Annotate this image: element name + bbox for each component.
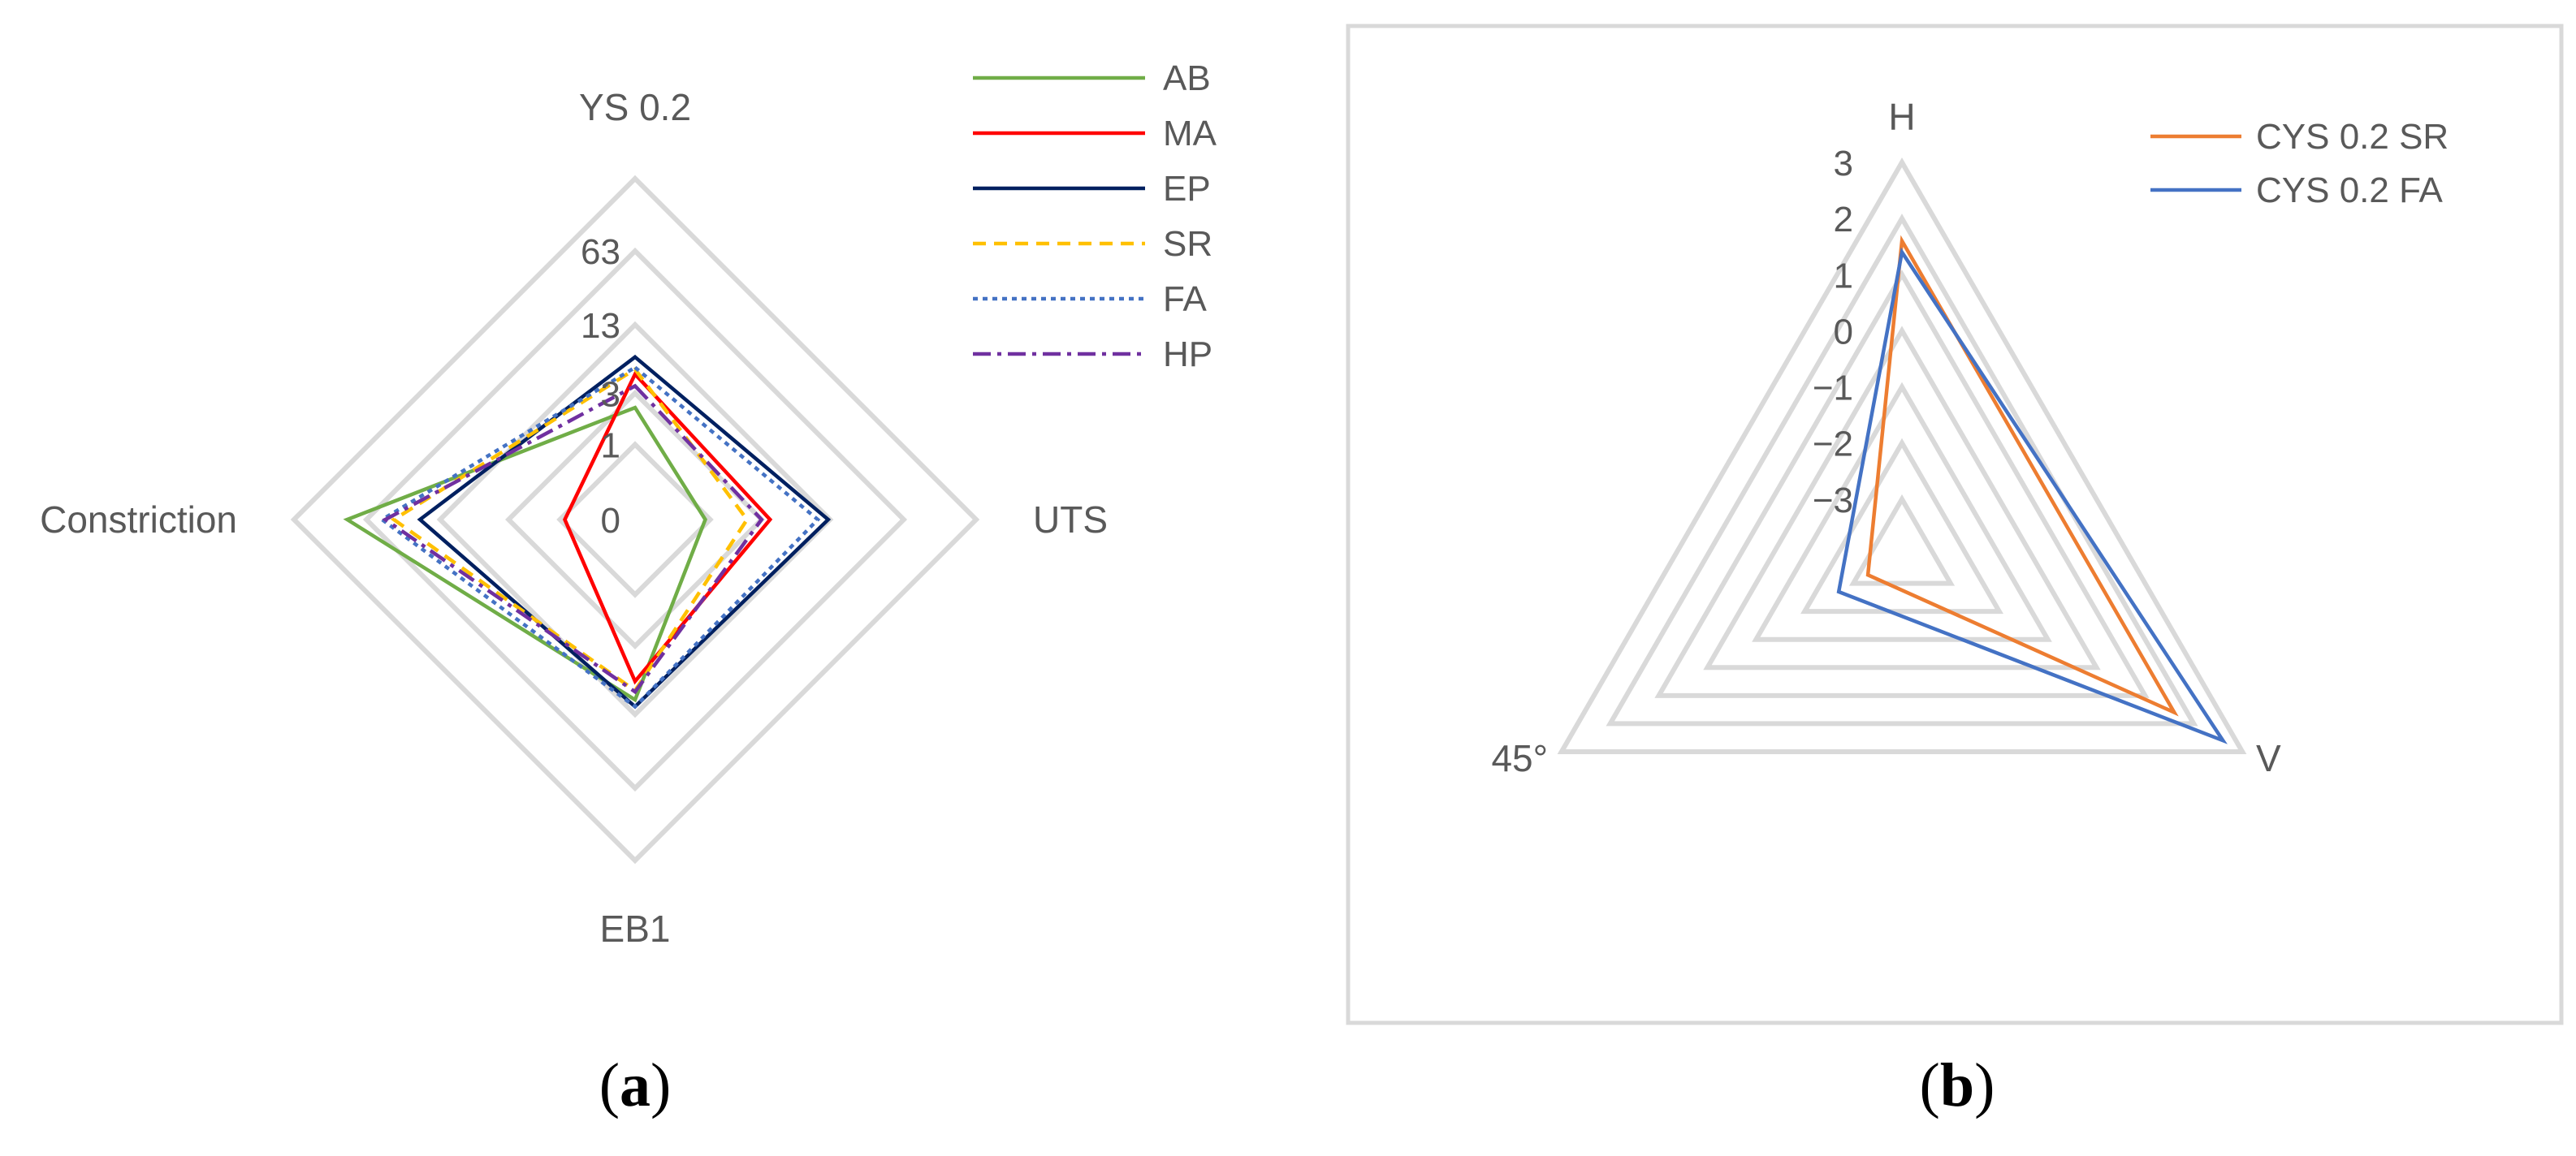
chart-a-tick-label: 13 xyxy=(581,306,620,346)
series-cys-0-2-fa xyxy=(1836,247,2228,744)
chart-b-gridline xyxy=(1606,214,2198,727)
chart-a-gridline-5 xyxy=(290,175,980,865)
series-cys-0-2-sr xyxy=(1865,235,2179,717)
series-ma xyxy=(563,370,773,685)
chart-a-gridline-1 xyxy=(556,441,714,598)
chart-a-axis-label: EB1 xyxy=(600,908,671,950)
series-fa xyxy=(378,364,821,710)
series-ab xyxy=(343,405,708,703)
legend-label-ma: MA xyxy=(1163,114,1217,153)
chart-a-tick-label: 3 xyxy=(601,374,620,414)
chart-a-gridline-4 xyxy=(362,247,908,792)
legend-label-fa: FA xyxy=(1163,279,1207,319)
chart-a-tick-label: 63 xyxy=(581,232,620,272)
chart-a-grid xyxy=(290,175,980,865)
chart-a-axis-label: YS 0.2 xyxy=(579,86,691,128)
chart-a-axis-labels: YS 0.2 UTS EB1 Constriction xyxy=(40,86,1108,950)
legend-label-cys-0-2-fa: CYS 0.2 FA xyxy=(2256,170,2444,210)
chart-b-series xyxy=(1836,235,2228,744)
chart-b-gridline xyxy=(1848,494,1956,586)
chart-b-tick-label: −1 xyxy=(1813,369,1853,408)
chart-b-gridline xyxy=(1752,382,2052,642)
chart-b-axis-labels: H V 45° xyxy=(1491,96,2281,779)
chart-a-gridline-2 xyxy=(505,390,765,649)
chart-a-series xyxy=(343,354,832,710)
chart-b-gridline xyxy=(1654,270,2150,698)
legend-label-cys-0-2-sr: CYS 0.2 SR xyxy=(2256,117,2448,157)
chart-b-gridline xyxy=(1557,157,2247,754)
chart-b-tick-label: 1 xyxy=(1834,256,1853,295)
chart-a-tick-label: 0 xyxy=(601,501,620,541)
legend-label-sr: SR xyxy=(1163,224,1212,264)
legend-label-hp: HP xyxy=(1163,334,1212,374)
chart-b-tick-label: 0 xyxy=(1834,312,1853,352)
chart-a-axis-label: Constriction xyxy=(40,498,237,541)
chart-b-tick-label: 2 xyxy=(1834,200,1853,239)
chart-b-tick-label: 3 xyxy=(1834,144,1853,183)
chart-b-tick-label: −3 xyxy=(1813,481,1853,520)
legend-label-ep: EP xyxy=(1163,169,1211,209)
chart-a-tick-label: 1 xyxy=(601,425,620,465)
chart-b-gridline xyxy=(1800,438,2003,615)
legend-label-ab: AB xyxy=(1163,58,1211,98)
chart-b-frame xyxy=(1346,24,2564,1025)
series-hp xyxy=(382,383,764,695)
chart-b-tick-labels: 3 2 1 0 −1 −2 −3 xyxy=(1813,144,1853,520)
radar-chart-b: 3 2 1 0 −1 −2 −3 H V 45° CYS 0.2 SR CYS 0.2 FA xyxy=(1346,24,2564,1025)
chart-b-axis-label: V xyxy=(2256,737,2281,779)
chart-a-legend: AB MA EP SR FA HP xyxy=(973,58,1217,374)
panel-b-label: (b) xyxy=(1920,1051,1995,1119)
chart-a-axis-label: UTS xyxy=(1033,498,1108,541)
chart-b-tick-label: −2 xyxy=(1813,425,1853,464)
chart-b-legend: CYS 0.2 SR CYS 0.2 FA xyxy=(2150,117,2448,210)
chart-b-axis-label: H xyxy=(1888,96,1915,138)
chart-b-axis-label: 45° xyxy=(1491,737,1548,779)
chart-b-gridline xyxy=(1703,326,2101,671)
panel-a-label: (a) xyxy=(599,1051,672,1119)
